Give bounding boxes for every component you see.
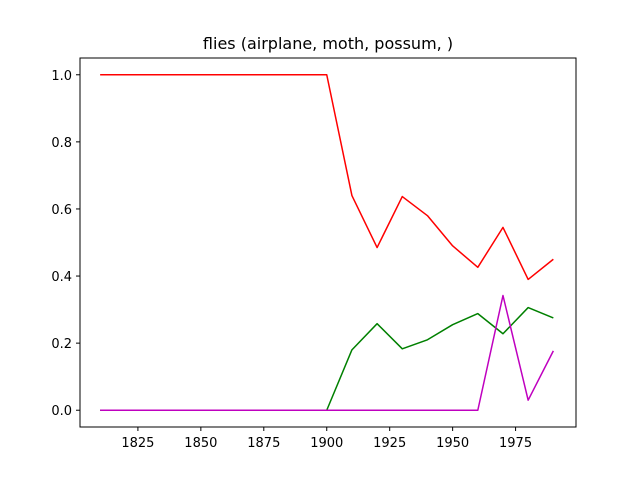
x-tick-label: 1875 xyxy=(247,436,280,451)
y-tick-label: 0.4 xyxy=(51,270,72,285)
series-line-1 xyxy=(100,74,554,281)
x-tick-label: 1850 xyxy=(184,436,217,451)
x-axis: 1825 1850 1875 1900 1925 1950 1975 xyxy=(121,427,532,451)
y-tick-label: 0.0 xyxy=(51,404,72,419)
y-axis: 0.0 0.2 0.4 0.6 0.8 1.0 xyxy=(51,69,80,419)
y-tick-label: 0.2 xyxy=(51,337,72,352)
y-tick-label: 1.0 xyxy=(51,69,72,84)
series-line-3 xyxy=(100,294,555,411)
y-tick-label: 0.6 xyxy=(51,203,72,218)
x-tick-label: 1950 xyxy=(436,436,469,451)
x-tick-label: 1825 xyxy=(121,436,154,451)
y-tick-label: 0.8 xyxy=(51,136,72,151)
x-tick-label: 1900 xyxy=(310,436,343,451)
chart-title: flies (airplane, moth, possum, ) xyxy=(203,34,453,53)
plot-frame xyxy=(79,57,577,428)
x-tick-label: 1925 xyxy=(373,436,406,451)
series-layer xyxy=(100,74,555,411)
x-tick-label: 1975 xyxy=(499,436,532,451)
